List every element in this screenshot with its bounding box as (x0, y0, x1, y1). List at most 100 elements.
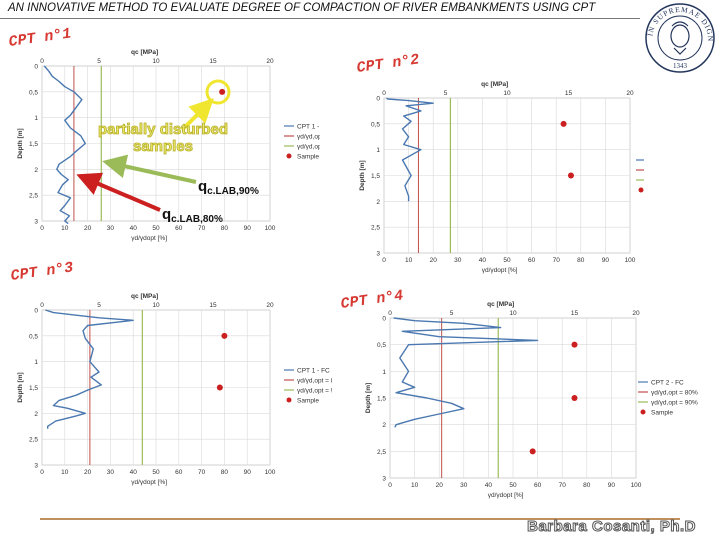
y-tick-label: 2,5 (371, 225, 380, 232)
x-bottom-tick-label: 50 (152, 469, 160, 476)
y-tick-label: 1 (382, 369, 386, 376)
x-bottom-tick-label: 60 (175, 225, 183, 232)
x-top-tick-label: 5 (444, 90, 448, 97)
x-bottom-axis-title: γd/γdopt [%] (482, 267, 518, 274)
svg-text:1343: 1343 (673, 62, 688, 70)
x-bottom-tick-label: 80 (583, 482, 591, 489)
x-top-tick-label: 20 (266, 58, 274, 65)
y-tick-label: 0 (34, 64, 38, 71)
sample-point (571, 341, 578, 348)
y-tick-label: 0,5 (371, 121, 380, 128)
x-bottom-tick-label: 10 (405, 257, 413, 264)
y-tick-label: 2,5 (29, 193, 38, 200)
x-bottom-tick-label: 10 (61, 225, 69, 232)
x-bottom-tick-label: 80 (221, 225, 229, 232)
y-tick-label: 2 (34, 167, 38, 174)
sample-point (567, 172, 574, 179)
chart-panel-cpt-2: 0 10 20 30 40 50 60 70 80 90 100 0 5 10 15 20 0 0,5 1 1,5 2 2… (356, 68, 644, 286)
sample-point (216, 384, 223, 391)
y-tick-label: 3 (382, 476, 386, 483)
legend-label: CPT 1 - DD (297, 124, 320, 131)
x-top-axis-title: qc [MPa] (481, 81, 508, 88)
x-bottom-axis-title: γd/γdopt [%] (131, 235, 167, 242)
x-top-tick-label: 5 (97, 302, 101, 309)
legend-label: Sample (651, 410, 673, 417)
x-bottom-axis-title: γd/γdopt [%] (488, 492, 524, 499)
chart-panel-cpt-1: 0 10 20 30 40 50 60 70 80 90 100 0 5 10 15 20 0 0,5 1 1,5 2 2… (2, 38, 320, 256)
chart-svg-cpt-4: 0 10 20 30 40 50 60 70 80 90 100 0 5 10 15 20 0 0,5 1 1,5 2 2… (365, 301, 698, 499)
y-axis-title: Depth [m] (17, 372, 24, 402)
chart-1: 0 10 20 30 40 50 60 70 80 90 100 0 5 10 15 20 0 0,5 1 1,5 2 2… (17, 49, 320, 242)
annotation-partially-disturbed-text: partially disturbed samples (98, 121, 229, 156)
x-bottom-tick-label: 40 (130, 225, 138, 232)
y-tick-label: 1 (376, 147, 380, 154)
x-top-tick-label: 20 (626, 90, 634, 97)
chart-svg-cpt-3: 0 10 20 30 40 50 60 70 80 90 100 0 5 10 15 20 0 0,5 1 1,5 2 2… (17, 293, 332, 486)
x-bottom-tick-label: 30 (107, 225, 115, 232)
x-top-tick-label: 20 (266, 302, 274, 309)
x-bottom-tick-label: 50 (509, 482, 517, 489)
y-tick-label: 2,5 (29, 437, 38, 444)
y-tick-label: 1,5 (371, 173, 380, 180)
x-top-tick-label: 0 (40, 58, 44, 65)
x-bottom-tick-label: 100 (265, 225, 276, 232)
annotation-qc-90-sub: c.LAB,90% (207, 186, 259, 197)
x-bottom-tick-label: 20 (436, 482, 444, 489)
sample-point (219, 88, 226, 95)
yellow-arrow (180, 98, 214, 132)
legend-swatch (638, 187, 644, 193)
legend-label: γd/γd,opt = 80% (297, 378, 332, 385)
x-top-tick-label: 10 (503, 90, 511, 97)
y-tick-label: 2 (376, 199, 380, 206)
x-bottom-axis-title: γd/γdopt [%] (131, 479, 167, 486)
sample-point (560, 120, 567, 127)
sample-point (529, 448, 536, 455)
legend-swatch (286, 397, 292, 403)
legend-swatch (640, 409, 646, 415)
x-top-tick-label: 10 (152, 58, 160, 65)
x-bottom-tick-label: 10 (61, 469, 69, 476)
x-bottom-tick-label: 80 (221, 469, 229, 476)
x-bottom-tick-label: 40 (479, 257, 487, 264)
x-top-tick-label: 10 (509, 310, 517, 317)
chart-svg-cpt-1: 0 10 20 30 40 50 60 70 80 90 100 0 5 10 15 20 0 0,5 1 1,5 2 2… (17, 49, 320, 242)
x-top-tick-label: 15 (571, 310, 579, 317)
legend-label: γd/γd,opt = 90% (651, 400, 698, 407)
x-bottom-tick-label: 80 (577, 257, 585, 264)
x-top-tick-label: 5 (450, 310, 454, 317)
x-bottom-tick-label: 100 (265, 469, 276, 476)
y-axis-title: Depth [m] (359, 160, 366, 190)
annotation-qc-90-main: q (198, 178, 208, 195)
x-bottom-tick-label: 0 (382, 257, 386, 264)
x-bottom-tick-label: 10 (411, 482, 419, 489)
cpt-profile-line (43, 65, 87, 225)
annotation-qc-90: qc.LAB,90% (198, 178, 259, 197)
chart-2: 0 10 20 30 40 50 60 70 80 90 100 0 5 10 15 20 0 0,5 1 1,5 2 2… (359, 81, 644, 274)
x-bottom-tick-label: 90 (244, 469, 252, 476)
x-bottom-tick-label: 50 (503, 257, 511, 264)
annotation-qc-80-sub: c.LAB,80% (171, 214, 223, 225)
x-bottom-tick-label: 20 (430, 257, 438, 264)
x-bottom-tick-label: 70 (198, 225, 206, 232)
y-tick-label: 3 (34, 463, 38, 470)
x-top-tick-label: 5 (97, 58, 101, 65)
x-bottom-tick-label: 70 (559, 482, 567, 489)
cpt-profile-line (386, 97, 434, 202)
legend: CPT 1 - DD γd/γd,opt = 80% γd/γd,opt = 90%… (284, 124, 320, 161)
x-top-tick-label: 20 (632, 310, 640, 317)
footer-divider (40, 518, 680, 520)
x-bottom-tick-label: 90 (602, 257, 610, 264)
chart-svg-cpt-2: 0 10 20 30 40 50 60 70 80 90 100 0 5 10 15 20 0 0,5 1 1,5 2 2… (359, 81, 644, 274)
x-top-axis-title: qc [MPa] (131, 49, 158, 56)
legend: CPT 2 - FC γd/γd,opt = 80% γd/γd,opt = 90%… (638, 380, 698, 417)
x-bottom-tick-label: 40 (485, 482, 493, 489)
x-bottom-tick-label: 100 (631, 482, 642, 489)
green-arrow (102, 154, 197, 184)
annotation-qc-80: qc.LAB,80% (162, 206, 223, 225)
x-top-tick-label: 15 (565, 90, 573, 97)
author-name: Barbara Cosanti, Ph.D (527, 518, 696, 536)
x-bottom-tick-label: 0 (40, 225, 44, 232)
legend-label: γd/γd,opt = 80% (297, 134, 320, 141)
y-tick-label: 0,5 (377, 342, 386, 349)
